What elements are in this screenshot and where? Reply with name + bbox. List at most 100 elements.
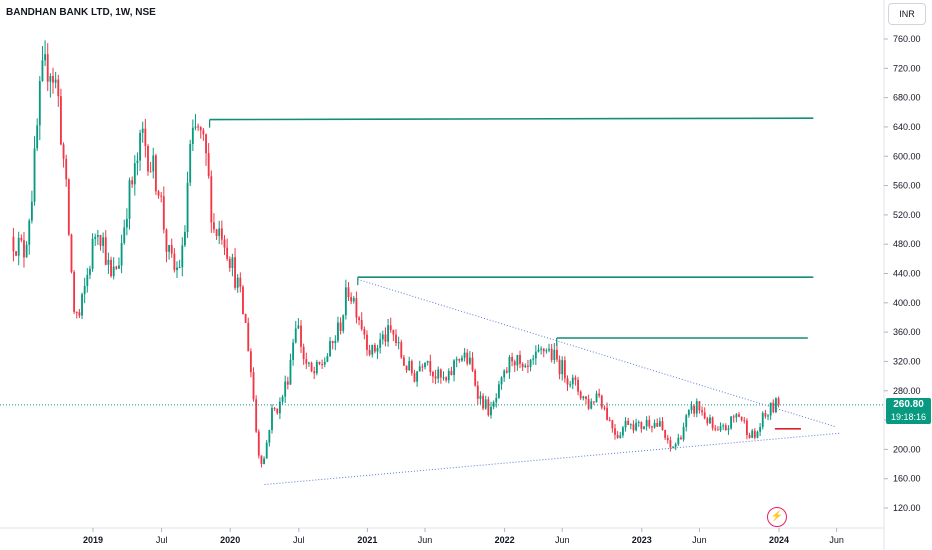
candle-body: [777, 398, 780, 405]
candle-body: [363, 328, 366, 335]
candle-body: [529, 359, 532, 367]
candle-body: [96, 235, 99, 237]
candle-body: [706, 418, 709, 424]
candle-body: [719, 426, 722, 431]
candle-body: [402, 357, 405, 366]
y-tick-label: 360.00: [893, 327, 921, 337]
candle-body: [268, 430, 271, 443]
candle-body: [561, 360, 564, 375]
candle-body: [445, 377, 448, 381]
y-tick-label: 200.00: [893, 444, 921, 454]
candle-body: [714, 428, 717, 430]
candle-body: [730, 416, 733, 429]
candle-body: [635, 422, 638, 431]
candle-body: [395, 334, 397, 344]
y-axis: 760.00 720.00 680.00 640.00 600.00 560.00 520.…: [884, 34, 921, 513]
candle-body: [160, 195, 163, 197]
candle-body: [574, 377, 577, 380]
candle-body: [585, 396, 587, 400]
candle-body: [313, 371, 316, 374]
candle-body: [52, 76, 54, 83]
lightning-icon[interactable]: ⚡: [767, 507, 787, 527]
candle-body: [471, 357, 474, 371]
candle-body: [566, 378, 569, 385]
candle-body: [677, 437, 680, 445]
candle-body: [194, 126, 197, 128]
candle-body: [28, 220, 31, 245]
x-tick-label: 2019: [83, 535, 103, 545]
candle-body: [120, 242, 123, 266]
candle-body: [118, 265, 120, 269]
candle-body: [91, 238, 94, 269]
candle-body: [598, 393, 601, 396]
candle-body: [308, 362, 310, 364]
candle-body: [500, 377, 503, 385]
y-tick-label: 320.00: [893, 356, 921, 366]
candle-body: [416, 371, 419, 382]
candle-body: [199, 127, 202, 131]
candle-body: [210, 176, 213, 223]
candle-body: [492, 402, 495, 407]
candle-body: [384, 334, 387, 342]
candle-body: [368, 349, 371, 355]
candle-body: [709, 417, 711, 424]
y-tick-label: 520.00: [893, 210, 921, 220]
y-tick-label: 760.00: [893, 34, 921, 44]
candle-body: [672, 446, 674, 448]
y-tick-label: 400.00: [893, 298, 921, 308]
candle-body: [722, 425, 725, 427]
candle-body: [352, 298, 355, 302]
candle-body: [745, 420, 748, 435]
candle-body: [165, 229, 168, 252]
candle-body: [181, 245, 184, 268]
candle-body: [453, 360, 455, 376]
candle-body: [600, 395, 603, 408]
candle-body: [426, 360, 429, 363]
candle-body: [41, 60, 44, 82]
candle-body: [75, 311, 78, 313]
x-tick-label: 2022: [495, 535, 515, 545]
candle-body: [337, 322, 339, 341]
candle-body: [621, 427, 624, 436]
candle-body: [242, 286, 244, 315]
candle-body: [629, 424, 632, 426]
candle-body: [36, 125, 39, 149]
candle-body: [139, 132, 141, 161]
candle-body: [220, 228, 223, 240]
candle-body: [147, 145, 149, 172]
candle-body: [474, 370, 477, 386]
candle-body: [263, 458, 266, 464]
candle-body: [637, 422, 640, 424]
candle-body: [67, 179, 70, 235]
candle-body: [371, 344, 374, 355]
candle-body: [645, 419, 648, 427]
candle-body: [458, 359, 461, 361]
y-tick-label: 680.00: [893, 93, 921, 103]
candle-body: [54, 79, 57, 83]
candle-body: [482, 395, 484, 409]
candle-body: [664, 429, 667, 438]
candle-body: [173, 253, 176, 271]
candle-body: [25, 244, 28, 258]
candle-body: [587, 399, 590, 409]
candle-body: [189, 143, 192, 183]
candle-body: [107, 259, 110, 265]
currency-button[interactable]: INR: [888, 3, 926, 25]
candle-body: [553, 349, 556, 360]
candle-body: [89, 268, 91, 275]
candle-body: [542, 348, 545, 352]
candle-body: [389, 325, 392, 331]
candle-body: [550, 348, 553, 360]
candle-body: [661, 421, 664, 430]
candle-body: [627, 420, 630, 425]
y-tick-label: 120.00: [893, 503, 921, 513]
candle-body: [753, 430, 756, 438]
level-650: [209, 117, 814, 121]
candle-body: [537, 349, 540, 352]
candle-body: [102, 237, 105, 246]
last-price-badge: 260.80 19:18:16: [886, 398, 931, 424]
candle-body: [397, 342, 400, 344]
candle-body: [656, 422, 659, 427]
candle-body: [534, 351, 537, 359]
